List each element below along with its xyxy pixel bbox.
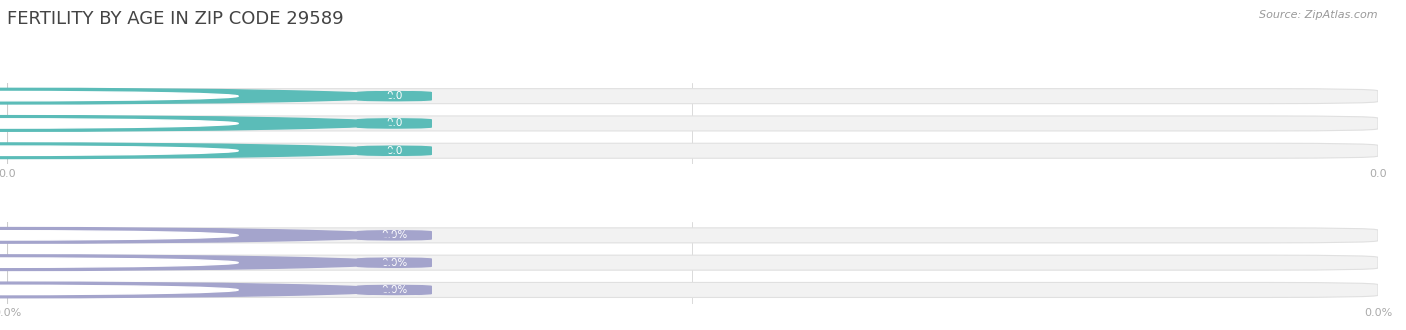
Text: 35 to 50 years: 35 to 50 years [163,144,249,157]
Text: Source: ZipAtlas.com: Source: ZipAtlas.com [1260,10,1378,20]
FancyBboxPatch shape [7,89,1378,104]
Text: 15 to 19 years: 15 to 19 years [163,90,249,103]
FancyBboxPatch shape [7,255,1378,270]
FancyBboxPatch shape [7,116,1378,131]
Circle shape [0,285,238,295]
FancyBboxPatch shape [7,228,1378,243]
Circle shape [0,231,238,240]
Circle shape [0,255,395,271]
FancyBboxPatch shape [357,90,432,102]
FancyBboxPatch shape [7,143,1378,158]
Circle shape [0,88,395,104]
Text: 0.0: 0.0 [387,146,402,156]
FancyBboxPatch shape [357,257,432,268]
Circle shape [0,115,395,131]
FancyBboxPatch shape [357,118,432,129]
Text: 0.0: 0.0 [387,118,402,128]
FancyBboxPatch shape [7,282,1378,297]
Circle shape [0,91,238,101]
Text: FERTILITY BY AGE IN ZIP CODE 29589: FERTILITY BY AGE IN ZIP CODE 29589 [7,10,343,28]
FancyBboxPatch shape [357,230,432,241]
Text: 35 to 50 years: 35 to 50 years [163,283,249,296]
Circle shape [0,282,395,298]
Text: 0.0%: 0.0% [381,258,408,268]
Text: 15 to 19 years: 15 to 19 years [163,229,249,242]
Circle shape [0,146,238,155]
Circle shape [0,228,395,243]
FancyBboxPatch shape [357,145,432,156]
FancyBboxPatch shape [357,284,432,296]
Text: 0.0: 0.0 [387,91,402,101]
Text: 20 to 34 years: 20 to 34 years [163,256,249,269]
Circle shape [0,119,238,128]
Text: 0.0%: 0.0% [381,285,408,295]
Circle shape [0,258,238,267]
Text: 20 to 34 years: 20 to 34 years [163,117,249,130]
Circle shape [0,143,395,158]
Text: 0.0%: 0.0% [381,230,408,240]
